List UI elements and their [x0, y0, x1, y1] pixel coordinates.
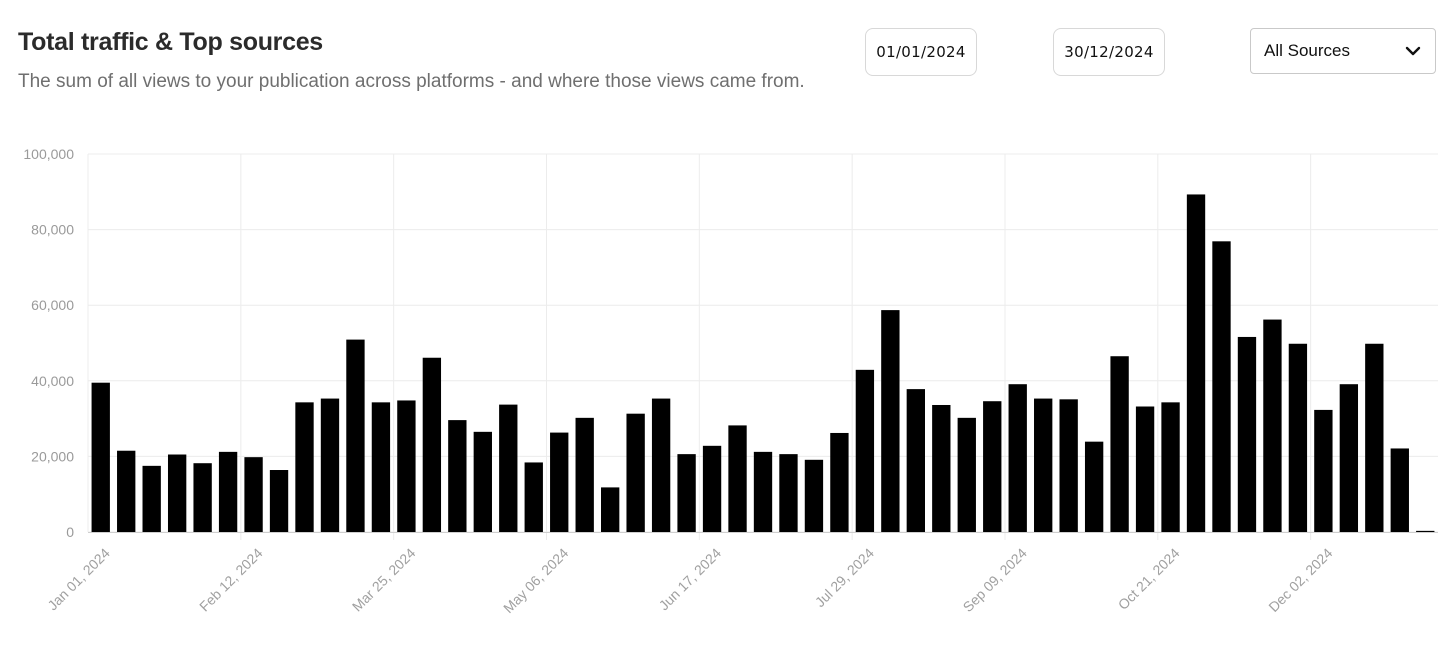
bar[interactable] — [1186, 194, 1206, 533]
bar[interactable] — [397, 400, 416, 532]
x-tick-label: Sep 09, 2024 — [960, 545, 1030, 615]
bar[interactable] — [218, 451, 238, 532]
bar[interactable] — [626, 413, 645, 532]
bar[interactable] — [295, 402, 314, 532]
bar[interactable] — [422, 357, 442, 532]
y-tick-label: 80,000 — [31, 222, 74, 238]
y-tick-label: 100,000 — [23, 146, 74, 162]
bar[interactable] — [779, 454, 798, 532]
bar[interactable] — [906, 389, 925, 532]
bar[interactable] — [1135, 406, 1155, 532]
bar[interactable] — [983, 401, 1002, 532]
y-tick-label: 0 — [66, 524, 74, 540]
bar[interactable] — [269, 470, 289, 532]
bar[interactable] — [91, 382, 110, 532]
bar[interactable] — [244, 457, 263, 532]
bar[interactable] — [830, 432, 849, 532]
chevron-down-icon — [1405, 46, 1421, 56]
bar[interactable] — [753, 451, 773, 532]
bar[interactable] — [1390, 448, 1409, 532]
page-title: Total traffic & Top sources — [18, 28, 323, 56]
bar[interactable] — [1263, 319, 1282, 532]
page-subtitle: The sum of all views to your publication… — [18, 71, 805, 92]
bar[interactable] — [601, 487, 620, 532]
bar[interactable] — [346, 339, 365, 532]
bar[interactable] — [575, 417, 594, 532]
bar[interactable] — [473, 431, 492, 532]
bar[interactable] — [1110, 356, 1129, 532]
x-tick-label: May 06, 2024 — [500, 545, 571, 616]
bar[interactable] — [677, 454, 696, 532]
bar[interactable] — [1034, 398, 1053, 532]
chart-grid — [87, 153, 1438, 540]
bar[interactable] — [1237, 336, 1257, 532]
end-date-input[interactable]: 30/12/2024 — [1053, 28, 1165, 76]
bar[interactable] — [957, 417, 976, 532]
bar[interactable] — [117, 450, 136, 532]
x-tick-label: Oct 21, 2024 — [1115, 545, 1183, 613]
bar[interactable] — [932, 404, 951, 532]
source-select[interactable]: All Sources — [1250, 28, 1436, 74]
chart-bars — [91, 194, 1435, 533]
bar[interactable] — [1339, 384, 1359, 532]
bar[interactable] — [728, 425, 747, 532]
bar[interactable] — [524, 462, 543, 532]
bar[interactable] — [1365, 343, 1384, 532]
bar[interactable] — [1008, 384, 1027, 532]
bar[interactable] — [1161, 402, 1180, 532]
bar[interactable] — [1416, 530, 1435, 532]
start-date-input[interactable]: 01/01/2024 — [865, 28, 977, 76]
x-tick-label: Dec 02, 2024 — [1265, 545, 1335, 615]
y-tick-label: 40,000 — [31, 373, 74, 389]
bar[interactable] — [142, 465, 161, 532]
x-tick-label: Mar 25, 2024 — [349, 545, 419, 615]
traffic-bar-chart: 0 20,000 40,000 60,000 80,000 100,000 Jan 01, … — [23, 146, 1438, 616]
y-tick-label: 60,000 — [31, 297, 74, 313]
bar[interactable] — [855, 369, 875, 532]
bar[interactable] — [1288, 343, 1308, 532]
bar[interactable] — [804, 459, 824, 532]
x-tick-label: Jun 17, 2024 — [656, 545, 725, 614]
bar[interactable] — [320, 398, 340, 532]
bar[interactable] — [371, 402, 391, 532]
bar[interactable] — [499, 404, 518, 532]
y-tick-label: 20,000 — [31, 448, 74, 464]
x-tick-label: Feb 12, 2024 — [196, 545, 266, 615]
bar[interactable] — [167, 454, 187, 532]
bar[interactable] — [1212, 241, 1231, 532]
source-select-value: All Sources — [1264, 41, 1350, 60]
bar[interactable] — [651, 398, 671, 532]
bar[interactable] — [1314, 409, 1333, 532]
bar[interactable] — [881, 310, 900, 532]
x-tick-label: Jan 01, 2024 — [44, 545, 113, 614]
bar[interactable] — [1084, 441, 1104, 532]
bar[interactable] — [1059, 399, 1078, 532]
bar[interactable] — [702, 445, 722, 532]
x-tick-label: Jul 29, 2024 — [812, 545, 877, 610]
bar[interactable] — [448, 420, 467, 532]
bar[interactable] — [550, 432, 569, 532]
bar[interactable] — [193, 463, 212, 532]
